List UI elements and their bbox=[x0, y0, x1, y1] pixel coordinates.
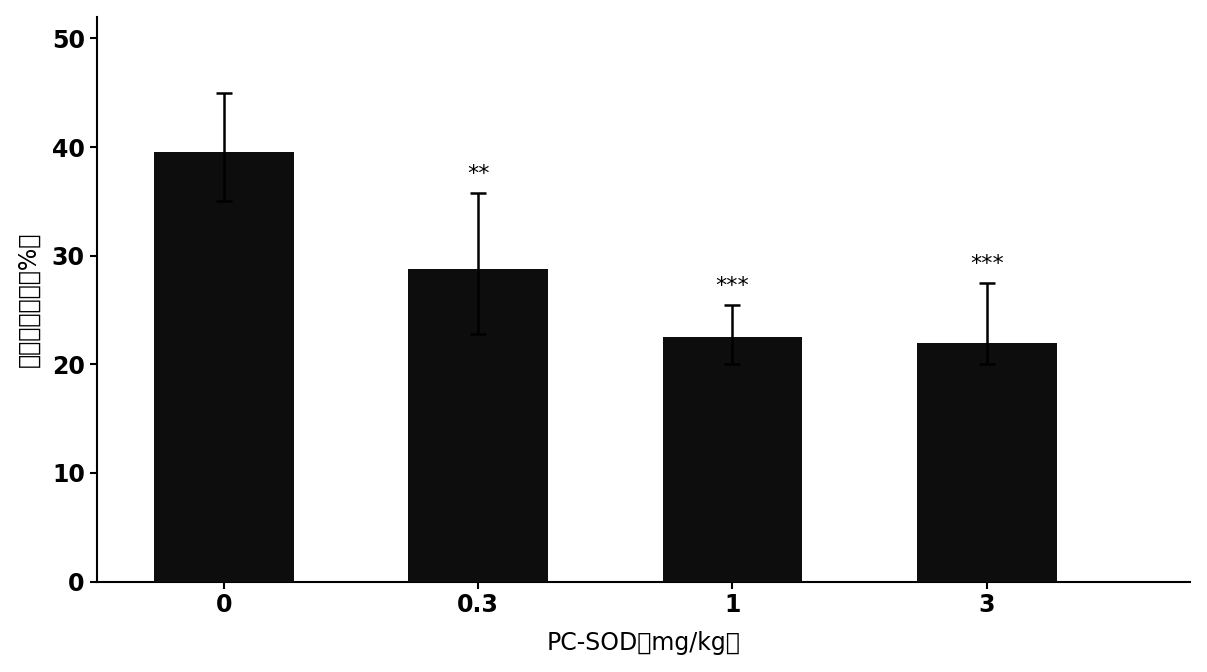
Text: **: ** bbox=[467, 164, 489, 184]
Bar bbox=[917, 343, 1057, 582]
Bar bbox=[663, 337, 803, 582]
Y-axis label: 无复流面积比（%）: 无复流面积比（%） bbox=[17, 231, 41, 367]
Text: ***: *** bbox=[970, 254, 1004, 274]
Bar bbox=[153, 153, 293, 582]
Bar bbox=[408, 269, 548, 582]
X-axis label: PC-SOD（mg/kg）: PC-SOD（mg/kg） bbox=[547, 631, 740, 655]
Text: ***: *** bbox=[716, 276, 750, 296]
